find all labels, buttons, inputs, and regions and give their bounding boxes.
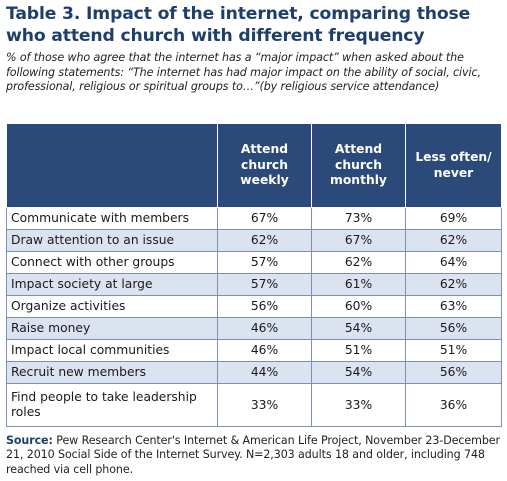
row-label: Recruit new members xyxy=(6,361,218,384)
cell-less-often: 62% xyxy=(405,273,502,296)
header-blank xyxy=(6,123,218,208)
cell-monthly: 60% xyxy=(311,295,406,318)
cell-less-often: 64% xyxy=(405,251,502,274)
header-less-often: Less often/ never xyxy=(405,123,502,208)
row-label: Impact society at large xyxy=(6,273,218,296)
header-weekly: Attend church weekly xyxy=(217,123,312,208)
cell-monthly: 61% xyxy=(311,273,406,296)
table-row: Organize activities 56% 60% 63% xyxy=(6,295,502,318)
cell-weekly: 46% xyxy=(217,317,312,340)
table-title: Table 3. Impact of the internet, compari… xyxy=(6,4,471,46)
cell-weekly: 33% xyxy=(217,383,312,427)
row-label: Find people to take leadership roles xyxy=(6,383,218,427)
data-table: Attend church weekly Attend church month… xyxy=(6,123,502,427)
row-label: Organize activities xyxy=(6,295,218,318)
table-row: Impact society at large 57% 61% 62% xyxy=(6,273,502,296)
cell-monthly: 33% xyxy=(311,383,406,427)
cell-weekly: 56% xyxy=(217,295,312,318)
table-row: Raise money 46% 54% 56% xyxy=(6,317,502,340)
cell-weekly: 57% xyxy=(217,273,312,296)
cell-weekly: 67% xyxy=(217,207,312,230)
cell-less-often: 56% xyxy=(405,361,502,384)
row-label: Raise money xyxy=(6,317,218,340)
table-row: Impact local communities 46% 51% 51% xyxy=(6,339,502,362)
row-label: Draw attention to an issue xyxy=(6,229,218,252)
cell-monthly: 54% xyxy=(311,361,406,384)
cell-less-often: 36% xyxy=(405,383,502,427)
cell-monthly: 54% xyxy=(311,317,406,340)
cell-weekly: 44% xyxy=(217,361,312,384)
cell-weekly: 62% xyxy=(217,229,312,252)
cell-less-often: 51% xyxy=(405,339,502,362)
cell-less-often: 69% xyxy=(405,207,502,230)
cell-monthly: 51% xyxy=(311,339,406,362)
row-label: Communicate with members xyxy=(6,207,218,230)
cell-less-often: 63% xyxy=(405,295,502,318)
cell-monthly: 62% xyxy=(311,251,406,274)
cell-less-often: 56% xyxy=(405,317,502,340)
source-label: Source: xyxy=(6,434,53,447)
cell-weekly: 46% xyxy=(217,339,312,362)
header-monthly: Attend church monthly xyxy=(311,123,406,208)
table-row: Draw attention to an issue 62% 67% 62% xyxy=(6,229,502,252)
table-row: Connect with other groups 57% 62% 64% xyxy=(6,251,502,274)
table-subtitle: % of those who agree that the internet h… xyxy=(6,51,481,94)
table-header: Attend church weekly Attend church month… xyxy=(6,123,502,208)
source-text: Pew Research Center's Internet & America… xyxy=(6,434,500,476)
table-row: Find people to take leadership roles 33%… xyxy=(6,383,502,427)
cell-monthly: 67% xyxy=(311,229,406,252)
cell-monthly: 73% xyxy=(311,207,406,230)
table-row: Recruit new members 44% 54% 56% xyxy=(6,361,502,384)
cell-less-often: 62% xyxy=(405,229,502,252)
table-row: Communicate with members 67% 73% 69% xyxy=(6,207,502,230)
source-note: Source: Pew Research Center's Internet &… xyxy=(6,434,504,477)
cell-weekly: 57% xyxy=(217,251,312,274)
row-label: Connect with other groups xyxy=(6,251,218,274)
row-label: Impact local communities xyxy=(6,339,218,362)
